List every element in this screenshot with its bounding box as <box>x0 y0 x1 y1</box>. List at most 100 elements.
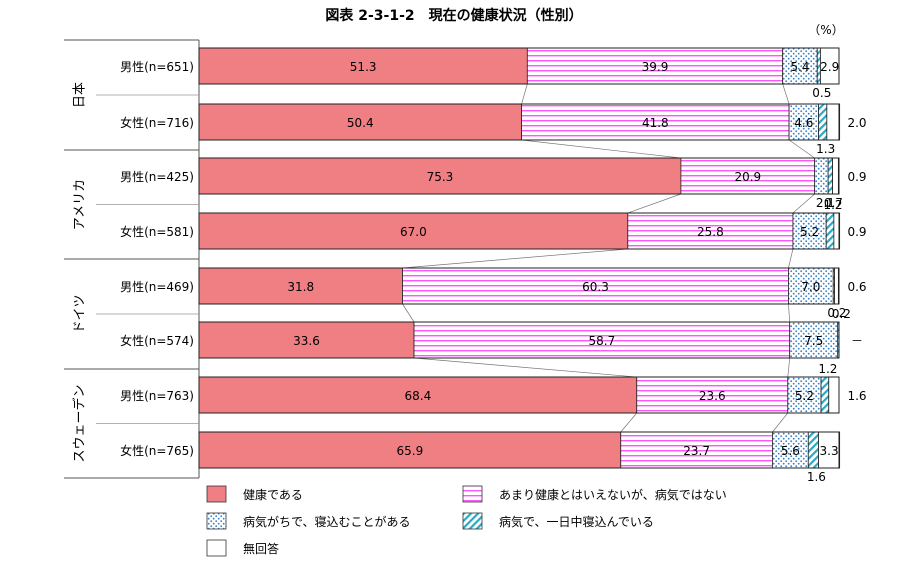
bar-segment-s1 <box>680 157 816 195</box>
data-label: 41.8 <box>642 116 669 130</box>
legend-label: 健康である <box>243 487 303 502</box>
legend-swatch-s0 <box>206 485 227 503</box>
legend-label: 病気で、一日中寝込んでいる <box>499 514 654 529</box>
category-label: 男性(n=651) <box>120 60 194 74</box>
bar-segment-s0 <box>198 321 415 359</box>
connector-line <box>787 357 791 378</box>
connector-line <box>788 248 794 269</box>
data-label: 7.5 <box>804 334 823 348</box>
data-label: 5.4 <box>790 60 809 74</box>
bar-segment-s2 <box>792 212 827 250</box>
bar-outline <box>198 376 840 414</box>
bar-segment-s2 <box>814 157 829 195</box>
data-label: 0.5 <box>812 86 831 100</box>
legend-label: 無回答 <box>243 541 279 556</box>
legend-swatch-s4 <box>206 539 227 557</box>
unit-label: （%） <box>808 23 843 37</box>
connector-line <box>772 412 789 433</box>
bar-segment-s4 <box>834 267 839 305</box>
category-label: 女性(n=716) <box>120 115 194 130</box>
legend-swatch-s1 <box>462 485 483 503</box>
legend-label: 病気がちで、寝込むことがある <box>243 514 411 529</box>
legend-swatch-s3 <box>462 512 483 530</box>
data-label: 33.6 <box>293 334 320 348</box>
bar-segment-s3 <box>820 376 830 414</box>
connector-line <box>620 412 638 433</box>
bar-segment-s4 <box>828 376 840 414</box>
group-label: スウェーデン <box>72 384 88 462</box>
data-label: 2.9 <box>820 60 839 74</box>
bar-segment-s1 <box>627 212 794 250</box>
bar-segment-s2 <box>788 103 819 141</box>
legend-label: あまり健康とはいえないが、病気ではない <box>499 487 727 502</box>
data-label: 3.3 <box>820 444 839 458</box>
legend-swatch-s2 <box>206 512 227 530</box>
connector-line <box>521 83 528 105</box>
data-label: 5.6 <box>781 444 800 458</box>
bar-outline <box>198 47 840 85</box>
data-label: 68.4 <box>405 389 432 403</box>
data-label: 20.9 <box>734 170 761 184</box>
data-label: 0.7 <box>824 196 843 210</box>
data-label: 2.1 <box>816 196 835 210</box>
bar-segment-s0 <box>198 212 629 250</box>
bar-segment-s2 <box>789 321 839 359</box>
data-label: 51.3 <box>350 60 377 74</box>
data-label: 0.9 <box>847 225 866 239</box>
bar-segment-s4 <box>832 157 839 195</box>
data-label: 0.6 <box>847 280 866 294</box>
data-label: 5.2 <box>800 225 819 239</box>
connector-line <box>788 303 791 323</box>
bar-segment-s2 <box>788 267 834 305</box>
data-label: 1.3 <box>816 142 835 156</box>
bar-segment-s3 <box>827 157 833 195</box>
connector-line <box>792 193 815 214</box>
connector-line <box>402 248 628 269</box>
bar-segment-s3 <box>825 212 835 250</box>
bar-outline <box>198 267 840 305</box>
data-label: 4.6 <box>794 116 813 130</box>
connector-line <box>521 139 681 159</box>
connector-line <box>414 357 637 378</box>
category-label: 男性(n=469) <box>120 280 194 294</box>
data-label: 67.0 <box>400 225 427 239</box>
data-label: 5.2 <box>795 389 814 403</box>
category-label: 女性(n=581) <box>120 224 194 239</box>
data-label: 39.9 <box>642 60 669 74</box>
group-label: アメリカ <box>73 179 88 230</box>
data-label: － <box>851 334 863 348</box>
data-label: 2.0 <box>847 116 866 130</box>
data-label: 58.7 <box>589 334 616 348</box>
data-label: 60.3 <box>582 280 609 294</box>
chart-title: 図表 2-3-1-2 現在の健康状況（性別） <box>325 7 582 24</box>
category-label: 女性(n=574) <box>120 333 194 348</box>
bar-segment-s1 <box>521 103 790 141</box>
connector-line <box>788 139 815 159</box>
data-label: 65.9 <box>397 444 424 458</box>
bar-outline <box>198 321 840 359</box>
category-label: 男性(n=763) <box>120 389 194 403</box>
bar-segment-s3 <box>807 431 819 469</box>
bar-segment-s1 <box>402 267 789 305</box>
category-label: 女性(n=765) <box>120 443 194 458</box>
bar-outline <box>198 212 840 250</box>
group-label: ドイツ <box>73 294 88 333</box>
bar-segment-s4 <box>826 103 841 141</box>
bar-outline <box>198 157 840 195</box>
data-label: 0.2 <box>832 307 851 321</box>
bar-segment-s2 <box>772 431 809 469</box>
bar-segment-s3 <box>818 103 828 141</box>
bar-segment-s1 <box>526 47 784 85</box>
data-label: 0.9 <box>847 170 866 184</box>
bar-segment-s0 <box>198 103 522 141</box>
connector-line <box>782 83 790 105</box>
bar-outline <box>198 103 840 141</box>
data-label: 1.6 <box>847 389 866 403</box>
connector-line <box>627 193 682 214</box>
data-label: 1.2 <box>818 362 837 376</box>
data-label: 0.2 <box>827 306 846 320</box>
data-label: 75.3 <box>427 170 454 184</box>
data-label: 50.4 <box>347 116 374 130</box>
